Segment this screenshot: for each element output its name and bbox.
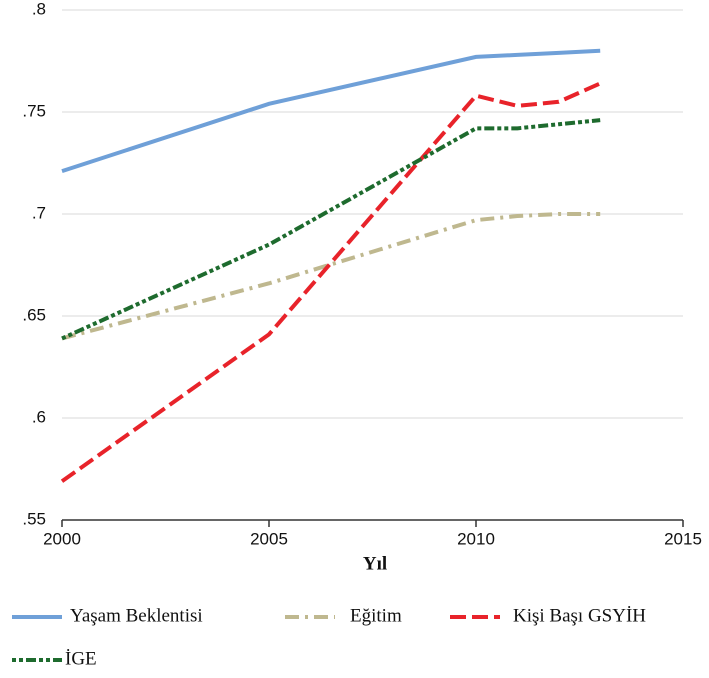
x-tick-label: 2000 bbox=[43, 529, 81, 548]
legend-label: Kişi Başı GSYİH bbox=[513, 605, 646, 626]
x-tick-label: 2015 bbox=[664, 529, 702, 548]
legend-label: Eğitim bbox=[350, 605, 402, 626]
y-tick-label: .6 bbox=[32, 407, 46, 426]
legend-label: Yaşam Beklentisi bbox=[70, 605, 203, 626]
series-line bbox=[61, 118, 601, 341]
series-line bbox=[61, 212, 601, 341]
y-tick-label: .7 bbox=[32, 203, 46, 222]
x-tick-label: 2005 bbox=[250, 529, 288, 548]
y-tick-label: .65 bbox=[22, 305, 46, 324]
y-tick-label: .8 bbox=[32, 0, 46, 18]
y-tick-label: .55 bbox=[22, 509, 46, 528]
series-line bbox=[61, 48, 601, 174]
series-line bbox=[60, 81, 602, 483]
legend-label: İGE bbox=[65, 648, 97, 669]
y-tick-label: .75 bbox=[22, 101, 46, 120]
x-axis-label: Yıl bbox=[363, 553, 387, 574]
x-tick-label: 2010 bbox=[457, 529, 495, 548]
